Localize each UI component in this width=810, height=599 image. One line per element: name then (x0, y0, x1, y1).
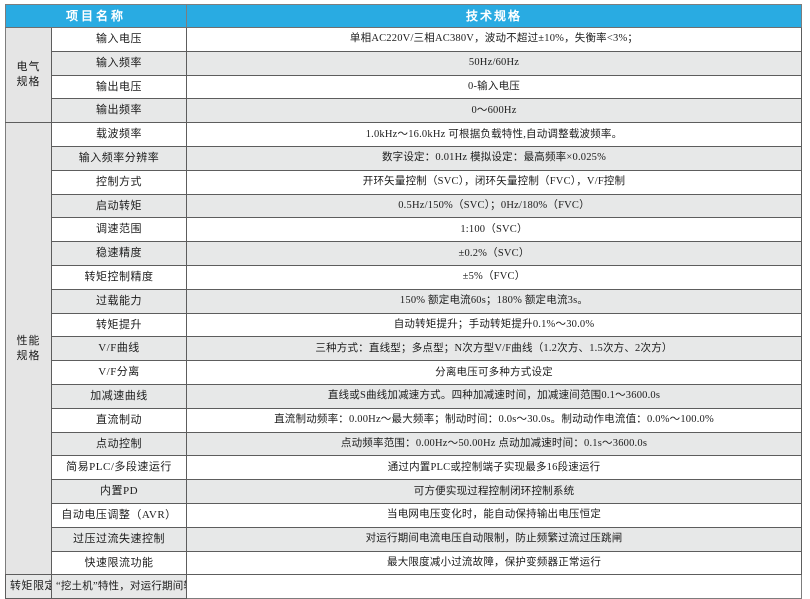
item-name-cell: 转矩提升 (50, 312, 188, 338)
table-row: 过载能力 150% 额定电流60s；180% 额定电流3s。 (6, 288, 803, 314)
item-name-cell: 过压过流失速控制 (50, 526, 188, 552)
table-row: 转矩限定与控制“挖土机”特性，对运行期间转矩自动限制，防止频繁过流跳闸；闭环矢量… (5, 574, 802, 599)
item-name-cell: 输入频率分辨率 (50, 145, 188, 171)
technical-spec-cell: 直流制动频率：0.00Hz～最大频率；制动时间：0.0s～30.0s。制动动作电… (186, 407, 803, 433)
item-name-cell: V/F曲线 (50, 336, 188, 362)
item-name-cell: 调速范围 (50, 217, 188, 243)
item-name-cell: 输入频率 (50, 50, 188, 76)
item-name-cell: 简易PLC/多段速运行 (50, 455, 188, 481)
table-row: V/F分离 分离电压可多种方式设定 (6, 360, 803, 385)
technical-spec-cell: “挖土机”特性，对运行期间转矩自动限制，防止频繁过流跳闸；闭环矢量模式可实现转矩… (50, 574, 188, 599)
column-header-item-name: 项目名称 (4, 4, 188, 28)
item-name-cell: 载波频率 (50, 122, 188, 147)
technical-spec-cell: 自动转矩提升；手动转矩提升0.1%～30.0% (186, 312, 803, 338)
technical-spec-cell: 开环矢量控制（SVC），闭环矢量控制（FVC），V/F控制 (186, 169, 803, 195)
item-name-cell: 输出频率 (50, 98, 188, 124)
table-row: 点动控制 点动频率范围：0.00Hz～50.00Hz 点动加减速时间：0.1s～3… (6, 431, 803, 457)
item-name-cell: 稳速精度 (50, 241, 188, 266)
table-row: 加减速曲线 直线或S曲线加减速方式。四种加减速时间，加减速间范围0.1～3600.… (6, 383, 803, 409)
table-row: 性能 规格 载波频率 1.0kHz～16.0kHz 可根据负载特性,自动调整载波频率。 (5, 122, 803, 576)
item-name-cell: V/F分离 (50, 360, 188, 385)
item-name-cell: 控制方式 (50, 169, 188, 195)
category-label-line2: 规格 (16, 349, 41, 362)
table-row: 启动转矩 0.5Hz/150%（SVC）；0Hz/180%（FVC） (6, 193, 803, 219)
table-row: 简易PLC/多段速运行 通过内置PLC或控制端子实现最多16段速运行 (6, 455, 803, 481)
table-row: 电气 规格 输入电压 单相AC220V/三相AC380V，波动不超过±10%，失衡率<… (5, 26, 803, 124)
item-name-cell: 加减速曲线 (50, 383, 188, 409)
table-row: 直流制动 直流制动频率：0.00Hz～最大频率；制动时间：0.0s～30.0s。制… (6, 407, 803, 433)
table-header-row: 项目名称 技术规格 (4, 4, 803, 28)
technical-spec-cell: 对运行期间电流电压自动限制，防止频繁过流过压跳闸 (186, 526, 803, 552)
technical-spec-cell: 当电网电压变化时，能自动保持输出电压恒定 (186, 502, 803, 528)
table-row: 内置PD 可方便实现过程控制闭环控制系统 (6, 479, 803, 504)
technical-spec-cell: 点动频率范围：0.00Hz～50.00Hz 点动加减速时间：0.1s～3600.… (186, 431, 803, 457)
category-cell: 电气 规格 (5, 26, 52, 124)
technical-spec-cell: 150% 额定电流60s；180% 额定电流3s。 (186, 288, 803, 314)
specification-table-container: 项目名称 技术规格 电气 规格 输入电压 单相AC220V/三相AC380V，波动不超… (4, 4, 803, 599)
table-body: 电气 规格 输入电压 单相AC220V/三相AC380V，波动不超过±10%，失衡率<… (5, 26, 803, 599)
technical-spec-cell: 通过内置PLC或控制端子实现最多16段速运行 (186, 455, 803, 481)
technical-spec-cell: 最大限度减小过流故障，保护变频器正常运行 (186, 550, 803, 576)
technical-spec-cell: 数字设定：0.01Hz 模拟设定：最高频率×0.025% (186, 145, 803, 171)
table-row: 自动电压调整（AVR） 当电网电压变化时，能自动保持输出电压恒定 (6, 502, 803, 528)
table-row: 输出频率 0～600Hz (6, 98, 803, 124)
category-label-line1: 电气 (16, 61, 41, 74)
table-row: 快速限流功能 最大限度减小过流故障，保护变频器正常运行 (6, 550, 803, 576)
technical-specification-table: 项目名称 技术规格 电气 规格 输入电压 单相AC220V/三相AC380V，波动不超… (4, 4, 803, 599)
table-row: 转矩提升 自动转矩提升；手动转矩提升0.1%～30.0% (6, 312, 803, 338)
technical-spec-cell: ±5%（FVC） (186, 264, 803, 290)
table-row: 过压过流失速控制 对运行期间电流电压自动限制，防止频繁过流过压跳闸 (6, 526, 803, 552)
table-row: 转矩控制精度 ±5%（FVC） (6, 264, 803, 290)
technical-spec-cell: 可方便实现过程控制闭环控制系统 (186, 479, 803, 504)
item-name-cell: 输出电压 (50, 74, 188, 100)
table-row: 调速范围 1:100（SVC） (6, 217, 803, 243)
item-name-cell: 转矩限定与控制 (5, 574, 52, 599)
table-row: V/F曲线 三种方式：直线型；多点型；N次方型V/F曲线（1.2次方、1.5次方、… (6, 336, 803, 362)
table-row: 输入频率 50Hz/60Hz (6, 50, 803, 76)
technical-spec-cell: 1:100（SVC） (186, 217, 803, 243)
item-name-cell: 快速限流功能 (50, 550, 188, 576)
item-name-cell: 自动电压调整（AVR） (50, 502, 188, 528)
technical-spec-cell: 0-输入电压 (186, 74, 803, 100)
item-name-cell: 转矩控制精度 (50, 264, 188, 290)
table-row: 稳速精度 ±0.2%（SVC） (6, 241, 803, 266)
item-name-cell: 过载能力 (50, 288, 188, 314)
technical-spec-cell: 单相AC220V/三相AC380V，波动不超过±10%，失衡率<3%； (186, 27, 803, 52)
category-label-line1: 性能 (16, 334, 41, 347)
item-name-cell: 启动转矩 (50, 193, 188, 219)
category-label-line2: 规格 (16, 76, 41, 89)
item-name-cell: 直流制动 (50, 407, 188, 433)
technical-spec-cell: 1.0kHz～16.0kHz 可根据负载特性,自动调整载波频率。 (186, 122, 803, 147)
table-header: 项目名称 技术规格 (4, 4, 803, 28)
table-row: 控制方式 开环矢量控制（SVC），闭环矢量控制（FVC），V/F控制 (6, 169, 803, 195)
technical-spec-cell: ±0.2%（SVC） (186, 241, 803, 266)
category-cell: 性能 规格 (5, 122, 52, 576)
technical-spec-cell: 分离电压可多种方式设定 (186, 360, 803, 385)
technical-spec-cell: 直线或S曲线加减速方式。四种加减速时间，加减速间范围0.1～3600.0s (186, 383, 803, 409)
technical-spec-cell: 0～600Hz (186, 98, 803, 124)
item-name-cell: 输入电压 (50, 27, 188, 52)
technical-spec-cell: 0.5Hz/150%（SVC）；0Hz/180%（FVC） (186, 193, 803, 219)
column-header-technical-spec: 技术规格 (186, 4, 803, 28)
technical-spec-cell: 50Hz/60Hz (186, 50, 803, 76)
item-name-cell: 内置PD (50, 479, 188, 504)
item-name-cell: 点动控制 (50, 431, 188, 457)
technical-spec-cell: 三种方式：直线型；多点型；N次方型V/F曲线（1.2次方、1.5次方、2次方） (186, 336, 803, 362)
table-row: 输入频率分辨率 数字设定：0.01Hz 模拟设定：最高频率×0.025% (6, 145, 803, 171)
table-row: 输出电压 0-输入电压 (6, 74, 803, 100)
